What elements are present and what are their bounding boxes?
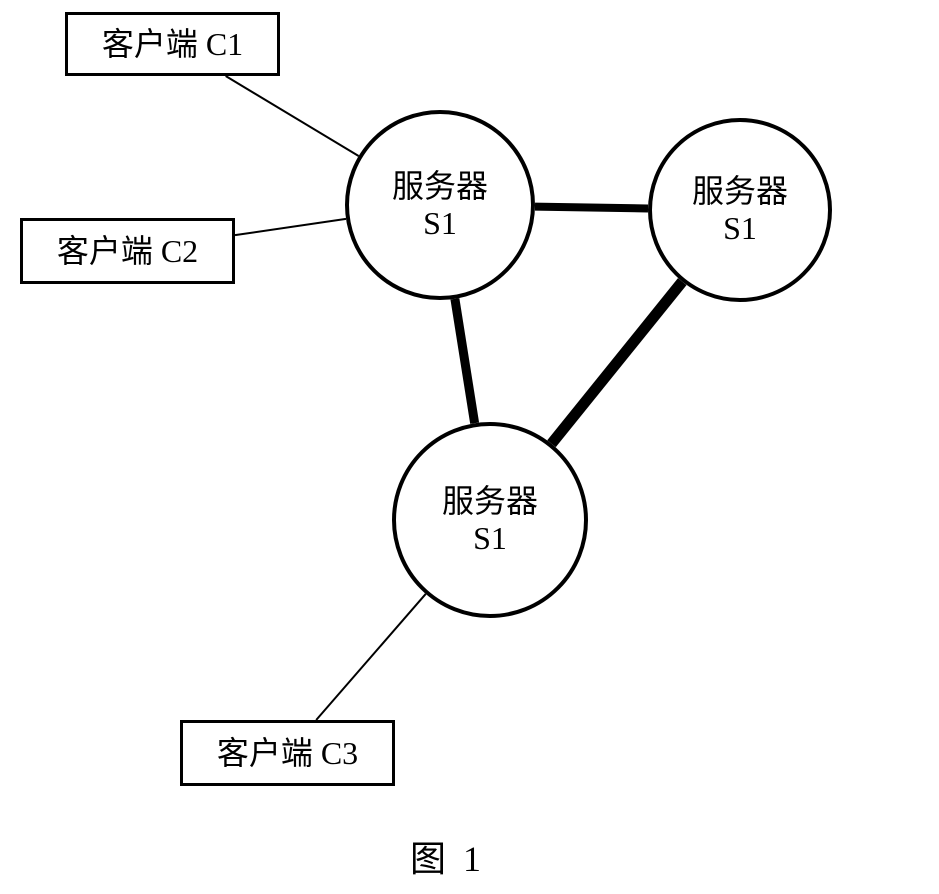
server-s1a-label-bottom: S1 — [423, 205, 457, 242]
client-c2-label: 客户端 C2 — [57, 233, 198, 270]
server-s1a-circle: 服务器 S1 — [345, 110, 535, 300]
diagram-stage: 客户端 C1 客户端 C2 客户端 C3 服务器 S1 服务器 S1 服务器 S… — [0, 0, 939, 894]
server-s1c-label-top: 服务器 — [442, 483, 538, 520]
client-c3-box: 客户端 C3 — [180, 720, 395, 786]
figure-caption-text: 图 1 — [410, 839, 485, 879]
server-s1c-label-bottom: S1 — [473, 520, 507, 557]
client-c1-box: 客户端 C1 — [65, 12, 280, 76]
figure-caption: 图 1 — [410, 830, 485, 882]
server-s1b-label-bottom: S1 — [723, 210, 757, 247]
server-s1b-circle: 服务器 S1 — [648, 118, 832, 302]
server-s1c-circle: 服务器 S1 — [392, 422, 588, 618]
client-c3-label: 客户端 C3 — [217, 735, 358, 772]
server-s1a-label-top: 服务器 — [392, 168, 488, 205]
server-s1b-label-top: 服务器 — [692, 173, 788, 210]
client-c2-box: 客户端 C2 — [20, 218, 235, 284]
client-c1-label: 客户端 C1 — [102, 26, 243, 63]
